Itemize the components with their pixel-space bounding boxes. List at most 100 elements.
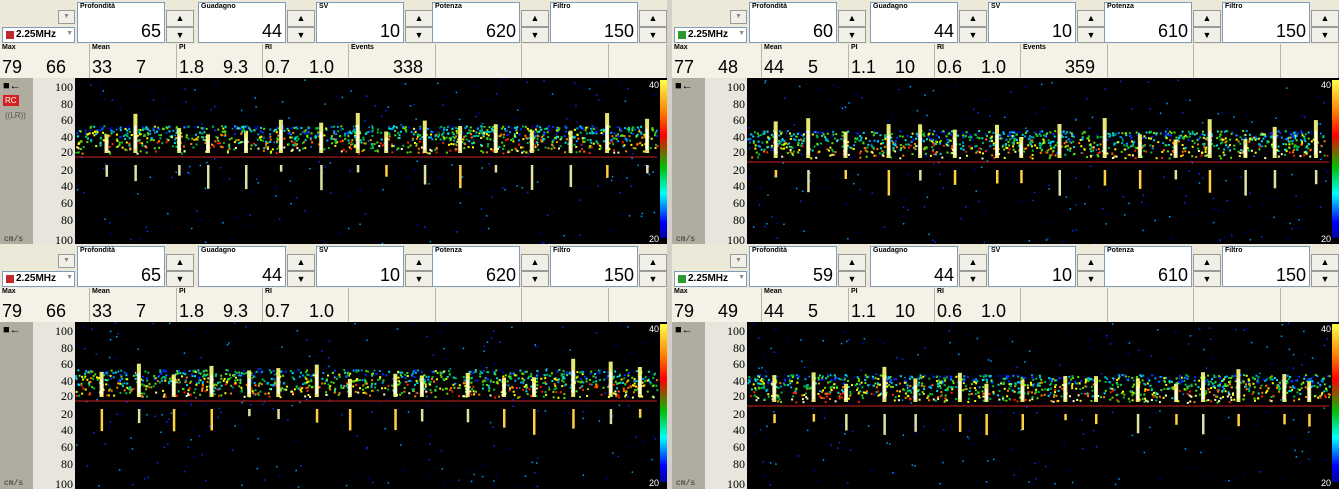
frequency-select[interactable]: 2.25MHz▼	[2, 27, 75, 43]
spin-down-button[interactable]: ▼	[838, 271, 866, 287]
spin-up-button[interactable]: ▲	[405, 10, 433, 27]
control-field[interactable]: SV10	[988, 2, 1076, 43]
spectrum-pixel	[294, 142, 296, 144]
control-field[interactable]: Guadagno44	[198, 246, 286, 287]
control-field[interactable]: Potenza620	[432, 246, 520, 287]
spin-down-button[interactable]: ▼	[287, 271, 315, 287]
frequency-select[interactable]: 2.25MHz▼	[674, 27, 747, 43]
spectrum-pixel	[656, 130, 658, 132]
direction-toggle[interactable]: ■←	[675, 324, 693, 336]
spin-down-button[interactable]: ▼	[405, 27, 433, 43]
control-field[interactable]: Guadagno44	[870, 246, 958, 287]
control-field[interactable]: Guadagno44	[198, 2, 286, 43]
spin-down-button[interactable]: ▼	[521, 27, 549, 43]
spectrum-pixel	[503, 145, 505, 147]
spin-up-button[interactable]: ▲	[287, 10, 315, 27]
probe-dropdown-button[interactable]: ▼	[730, 10, 747, 24]
spectrum-pixel	[1264, 135, 1266, 137]
spectrum-pixel	[1241, 139, 1243, 141]
spin-up-button[interactable]: ▲	[166, 254, 194, 271]
spin-up-button[interactable]: ▲	[1193, 254, 1221, 271]
noise-pixel	[298, 486, 300, 488]
spectrum-pixel	[270, 371, 272, 373]
control-field[interactable]: Potenza610	[1104, 246, 1192, 287]
spectrum-pixel	[649, 381, 651, 383]
spin-down-button[interactable]: ▼	[639, 27, 667, 43]
spectrum-pixel	[899, 135, 901, 137]
spectrum-pixel	[932, 133, 934, 135]
spin-down-button[interactable]: ▼	[166, 271, 194, 287]
spin-down-button[interactable]: ▼	[1077, 271, 1105, 287]
spectrum-pixel	[195, 371, 197, 373]
spectrum-pixel	[1098, 152, 1100, 154]
spin-up-button[interactable]: ▲	[1311, 10, 1339, 27]
control-field[interactable]: Profondità65	[77, 246, 165, 287]
spin-up-button[interactable]: ▲	[959, 254, 987, 271]
spin-up-button[interactable]: ▲	[639, 10, 667, 27]
spin-down-button[interactable]: ▼	[405, 271, 433, 287]
frequency-select[interactable]: 2.25MHz▼	[674, 271, 747, 287]
control-field[interactable]: Filtro150	[1222, 246, 1310, 287]
spectrum-pixel	[215, 136, 217, 138]
control-field[interactable]: Potenza620	[432, 2, 520, 43]
control-field[interactable]: Filtro150	[550, 246, 638, 287]
spectrum-pixel	[1069, 148, 1071, 150]
frequency-select[interactable]: 2.25MHz▼	[2, 271, 75, 287]
control-field[interactable]: Profondità65	[77, 2, 165, 43]
spectrum-pixel	[100, 126, 102, 128]
control-field[interactable]: SV10	[316, 246, 404, 287]
spin-up-button[interactable]: ▲	[1311, 254, 1339, 271]
spin-down-button[interactable]: ▼	[287, 27, 315, 43]
spin-up-button[interactable]: ▲	[287, 254, 315, 271]
spectrum-pixel	[635, 389, 637, 391]
probe-dropdown-button[interactable]: ▼	[58, 254, 75, 268]
control-field[interactable]: Filtro150	[550, 2, 638, 43]
control-field[interactable]: SV10	[988, 246, 1076, 287]
spin-down-button[interactable]: ▼	[959, 27, 987, 43]
spectrum-pixel	[371, 135, 373, 137]
spin-down-button[interactable]: ▼	[166, 27, 194, 43]
spin-down-button[interactable]: ▼	[1193, 271, 1221, 287]
side-button[interactable]: RC	[3, 95, 19, 106]
side-button[interactable]: ((LR))	[3, 110, 28, 121]
control-field[interactable]: Guadagno44	[870, 2, 958, 43]
spin-up-button[interactable]: ▲	[405, 254, 433, 271]
spectrum-pixel	[940, 391, 942, 393]
control-field[interactable]: Potenza610	[1104, 2, 1192, 43]
probe-dropdown-button[interactable]: ▼	[730, 254, 747, 268]
spin-up-button[interactable]: ▲	[1077, 254, 1105, 271]
spin-down-button[interactable]: ▼	[1193, 27, 1221, 43]
spin-up-button[interactable]: ▲	[166, 10, 194, 27]
spin-up-button[interactable]: ▲	[959, 10, 987, 27]
spin-down-button[interactable]: ▼	[639, 271, 667, 287]
spin-down-button[interactable]: ▼	[1077, 27, 1105, 43]
spectrum-pixel	[1199, 136, 1201, 138]
control-field[interactable]: SV10	[316, 2, 404, 43]
spin-up-button[interactable]: ▲	[1077, 10, 1105, 27]
control-field[interactable]: Profondità60	[749, 2, 837, 43]
noise-pixel	[227, 344, 229, 346]
spin-up-button[interactable]: ▲	[838, 254, 866, 271]
direction-toggle[interactable]: ■←	[3, 80, 21, 92]
spin-down-button[interactable]: ▼	[959, 271, 987, 287]
direction-toggle[interactable]: ■←	[3, 324, 21, 336]
spectrum-pixel	[1058, 377, 1060, 379]
spectrum-pixel	[581, 127, 583, 129]
spin-down-button[interactable]: ▼	[1311, 27, 1339, 43]
spin-up-button[interactable]: ▲	[521, 254, 549, 271]
spin-up-button[interactable]: ▲	[1193, 10, 1221, 27]
spin-up-button[interactable]: ▲	[639, 254, 667, 271]
spin-down-button[interactable]: ▼	[838, 27, 866, 43]
spectrum-pixel	[1186, 136, 1188, 138]
probe-dropdown-button[interactable]: ▼	[58, 10, 75, 24]
spin-down-button[interactable]: ▼	[521, 271, 549, 287]
direction-toggle[interactable]: ■←	[675, 80, 693, 92]
spin-up-button[interactable]: ▲	[838, 10, 866, 27]
spectrum-pixel	[436, 147, 438, 149]
control-field[interactable]: Filtro150	[1222, 2, 1310, 43]
spectrum-pixel	[219, 381, 221, 383]
spin-down-button[interactable]: ▼	[1311, 271, 1339, 287]
control-field[interactable]: Profondità59	[749, 246, 837, 287]
spin-up-button[interactable]: ▲	[521, 10, 549, 27]
spectrum-pixel	[331, 135, 333, 137]
